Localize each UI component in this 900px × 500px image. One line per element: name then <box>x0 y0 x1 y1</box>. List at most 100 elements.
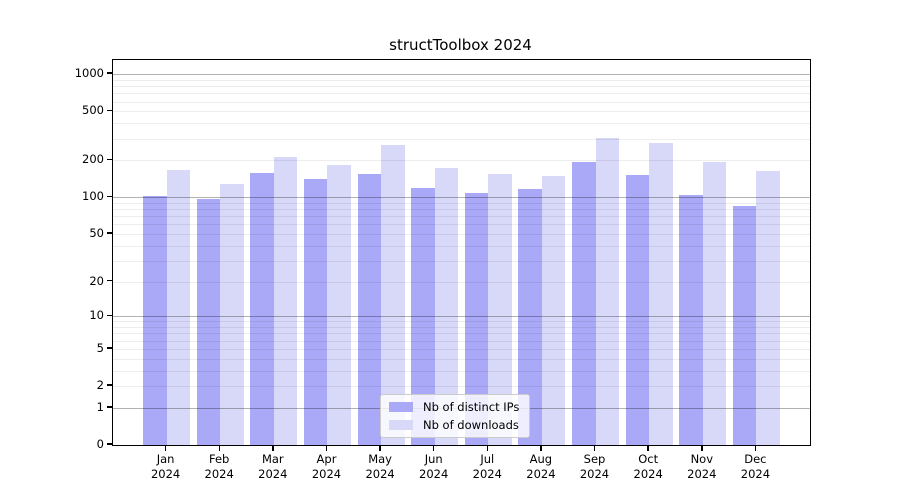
bar-ips-dec <box>732 205 757 445</box>
bar-downloads-sep <box>595 137 620 445</box>
x-tick-year: 2024 <box>311 467 342 481</box>
y-tick-label: 50 <box>89 225 104 240</box>
x-tick-mark <box>164 445 167 451</box>
x-tick-year: 2024 <box>365 467 395 481</box>
bar-ips-jan <box>143 195 167 445</box>
x-tick-label-dec: Dec 2024 <box>725 452 785 482</box>
x-tick-mark <box>325 445 328 451</box>
bar-ips-feb <box>196 198 221 445</box>
major-gridline <box>113 74 810 76</box>
x-tick-year: 2024 <box>472 467 502 481</box>
x-tick-label-apr: Apr 2024 <box>297 452 357 482</box>
x-tick-month: Aug <box>529 452 553 466</box>
x-tick-mark <box>647 445 649 451</box>
bar-downloads-jan <box>166 170 191 445</box>
x-tick-label-jun: Jun 2024 <box>404 452 464 482</box>
x-tick-mark <box>701 445 703 451</box>
minor-gridline <box>113 123 810 125</box>
y-tick-mark <box>107 443 112 445</box>
x-tick-month: Jul <box>480 452 495 466</box>
bar-downloads-dec <box>756 170 780 445</box>
x-tick-mark <box>486 445 489 451</box>
x-tick-month: Jan <box>156 452 175 466</box>
y-tick-label: 10 <box>89 308 104 323</box>
x-tick-year: 2024 <box>204 467 234 481</box>
x-tick-mark <box>379 445 381 451</box>
y-tick-label: 1000 <box>74 66 104 81</box>
y-tick-mark <box>107 279 112 282</box>
bar-downloads-aug <box>541 175 566 445</box>
legend-label: Nb of distinct IPs <box>423 400 520 414</box>
bar-ips-sep <box>572 161 596 445</box>
x-tick-mark <box>218 445 220 451</box>
x-tick-label-jan: Jan 2024 <box>136 452 196 482</box>
legend-entry: Nb of downloads <box>389 418 519 432</box>
x-tick-year: 2024 <box>687 467 717 481</box>
bar-downloads-may <box>381 144 405 445</box>
y-tick-label: 1 <box>96 399 104 414</box>
x-tick-year: 2024 <box>419 467 449 481</box>
legend-swatch-icon <box>389 402 413 412</box>
x-tick-mark <box>432 445 435 451</box>
minor-gridline <box>113 93 810 95</box>
x-tick-label-may: May 2024 <box>350 452 410 482</box>
x-tick-month: Jun <box>424 452 443 466</box>
minor-gridline <box>113 138 810 140</box>
x-tick-year: 2024 <box>579 467 610 481</box>
chart-title: structToolbox 2024 <box>389 36 532 54</box>
x-tick-label-mar: Mar 2024 <box>243 452 303 482</box>
y-tick-mark <box>107 72 112 74</box>
x-tick-year: 2024 <box>258 467 288 481</box>
x-tick-label-sep: Sep 2024 <box>565 452 625 482</box>
y-tick-label: 200 <box>82 152 104 167</box>
bar-ips-may <box>357 173 382 445</box>
x-tick-label-aug: Aug 2024 <box>511 452 571 482</box>
legend-entry: Nb of distinct IPs <box>389 400 519 414</box>
y-tick-label: 100 <box>82 189 104 204</box>
y-tick-mark <box>107 314 112 316</box>
y-tick-mark <box>107 384 112 386</box>
bar-ips-jul <box>464 193 489 445</box>
minor-gridline <box>113 111 810 113</box>
bar-downloads-nov <box>702 162 727 445</box>
y-tick-mark <box>107 406 112 408</box>
x-tick-month: Dec <box>744 452 767 466</box>
y-tick-mark <box>107 158 112 160</box>
minor-gridline <box>113 160 810 162</box>
bar-ips-oct <box>625 174 650 445</box>
x-tick-month: Sep <box>583 452 606 466</box>
plot-area: Nb of distinct IPs Nb of downloads <box>112 59 811 446</box>
x-tick-label-jul: Jul 2024 <box>457 452 517 482</box>
x-tick-label-feb: Feb 2024 <box>189 452 249 482</box>
legend-swatch-icon <box>389 420 413 430</box>
bar-ips-jun <box>411 187 435 445</box>
x-tick-month: Apr <box>316 452 337 466</box>
x-tick-year: 2024 <box>150 467 181 481</box>
y-tick-mark <box>107 347 112 349</box>
minor-gridline <box>113 86 810 87</box>
bar-downloads-feb <box>220 183 244 445</box>
x-tick-mark <box>754 445 757 451</box>
x-tick-month: May <box>368 452 392 466</box>
x-tick-year: 2024 <box>526 467 556 481</box>
y-tick-label: 2 <box>96 378 104 392</box>
bar-ips-apr <box>303 179 328 445</box>
x-tick-mark <box>540 445 542 451</box>
x-tick-label-oct: Oct 2024 <box>618 452 678 482</box>
bar-ips-mar <box>250 172 274 445</box>
x-tick-mark <box>272 445 274 451</box>
x-tick-month: Mar <box>261 452 284 466</box>
x-tick-month: Oct <box>638 452 659 466</box>
x-tick-month: Feb <box>209 452 230 466</box>
y-tick-label: 20 <box>89 273 104 288</box>
minor-gridline <box>113 101 810 103</box>
y-tick-label: 0 <box>96 437 104 451</box>
y-tick-label: 5 <box>96 340 104 355</box>
legend-label: Nb of downloads <box>423 418 519 432</box>
y-tick-mark <box>107 232 112 234</box>
bar-ips-aug <box>518 188 542 445</box>
bar-downloads-jul <box>488 173 512 445</box>
bar-downloads-mar <box>273 156 298 445</box>
x-tick-month: Nov <box>690 452 714 466</box>
